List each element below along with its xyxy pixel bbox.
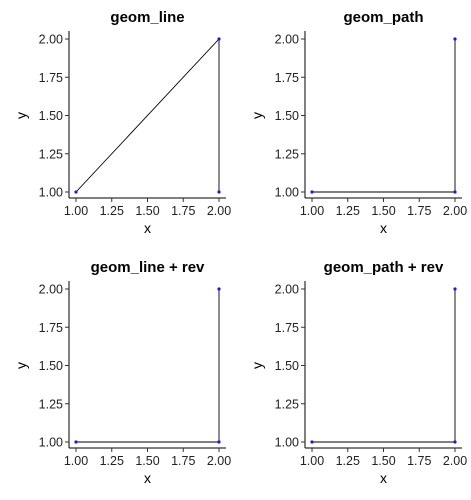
- data-point: [74, 190, 78, 194]
- chart-panel-1: geom_line 1.00 1.25 1.50 1.75 2.00 1.00 1.25 1.5…: [13, 9, 231, 236]
- chart-title: geom_path + rev: [324, 259, 444, 276]
- x-tick-label: 1.75: [407, 204, 431, 218]
- y-tick-label: 1.75: [39, 321, 63, 335]
- data-point: [310, 190, 314, 194]
- series-line: [312, 289, 456, 443]
- x-tick-label: 1.50: [371, 454, 395, 468]
- x-axis-title: x: [144, 220, 151, 236]
- y-tick-label: 1.00: [39, 186, 63, 200]
- x-tick-label: 1.75: [171, 454, 195, 468]
- chart-panel-4: geom_path + rev 1.00 1.25 1.50 1.75 2.00 1.00 1…: [249, 259, 467, 486]
- x-tick-label: 1.00: [300, 204, 324, 218]
- data-point: [453, 37, 457, 41]
- chart-title: geom_path: [343, 9, 423, 26]
- x-tick-label: 2.00: [207, 204, 231, 218]
- x-tick-label: 1.50: [135, 204, 159, 218]
- y-tick-label: 1.50: [39, 359, 63, 373]
- chart-panel-3: geom_line + rev 1.00 1.25 1.50 1.75 2.00 1.00 1…: [13, 259, 231, 486]
- x-tick-label: 1.00: [300, 454, 324, 468]
- series-line: [312, 39, 456, 193]
- data-point: [217, 190, 221, 194]
- series-line: [76, 289, 220, 443]
- y-tick-label: 1.00: [39, 436, 63, 450]
- y-tick-label: 1.25: [275, 147, 299, 161]
- x-tick-label: 1.50: [371, 204, 395, 218]
- data-point: [453, 287, 457, 291]
- x-tick-label: 1.00: [64, 454, 88, 468]
- chart-panel-2: geom_path 1.00 1.25 1.50 1.75 2.00 1.00 1.25 1.5…: [249, 9, 467, 236]
- chart-title: geom_line: [110, 9, 184, 26]
- y-tick-label: 2.00: [39, 33, 63, 47]
- data-point: [217, 440, 221, 444]
- x-axis-title: x: [144, 470, 151, 486]
- y-axis-title: y: [13, 362, 29, 369]
- data-point: [74, 440, 78, 444]
- x-tick-label: 1.00: [64, 204, 88, 218]
- y-axis-title: y: [249, 362, 265, 369]
- x-tick-label: 1.75: [171, 204, 195, 218]
- x-tick-label: 2.00: [207, 454, 231, 468]
- y-tick-label: 1.50: [39, 109, 63, 123]
- y-tick-label: 1.25: [39, 147, 63, 161]
- y-axis-title: y: [13, 112, 29, 119]
- x-tick-label: 1.25: [100, 454, 124, 468]
- x-tick-label: 1.50: [135, 454, 159, 468]
- y-axis-title: y: [249, 112, 265, 119]
- x-axis-title: x: [380, 470, 387, 486]
- y-tick-label: 2.00: [275, 33, 299, 47]
- y-tick-label: 1.75: [275, 321, 299, 335]
- y-tick-label: 1.75: [275, 71, 299, 85]
- data-point: [217, 37, 221, 41]
- y-tick-label: 2.00: [275, 283, 299, 297]
- y-tick-label: 1.25: [39, 397, 63, 411]
- y-tick-label: 1.75: [39, 71, 63, 85]
- series-line: [75, 37, 220, 193]
- x-tick-label: 1.25: [336, 454, 360, 468]
- x-axis-title: x: [380, 220, 387, 236]
- y-tick-label: 1.25: [275, 397, 299, 411]
- y-tick-label: 1.50: [275, 109, 299, 123]
- y-tick-label: 1.50: [275, 359, 299, 373]
- x-tick-label: 2.00: [443, 204, 467, 218]
- data-point: [453, 440, 457, 444]
- data-point: [217, 287, 221, 291]
- x-tick-label: 1.25: [336, 204, 360, 218]
- data-point: [453, 190, 457, 194]
- y-tick-label: 2.00: [39, 283, 63, 297]
- x-tick-label: 1.75: [407, 454, 431, 468]
- x-tick-label: 2.00: [443, 454, 467, 468]
- x-tick-label: 1.25: [100, 204, 124, 218]
- data-point: [310, 440, 314, 444]
- y-tick-label: 1.00: [275, 436, 299, 450]
- y-tick-label: 1.00: [275, 186, 299, 200]
- chart-title: geom_line + rev: [91, 259, 205, 276]
